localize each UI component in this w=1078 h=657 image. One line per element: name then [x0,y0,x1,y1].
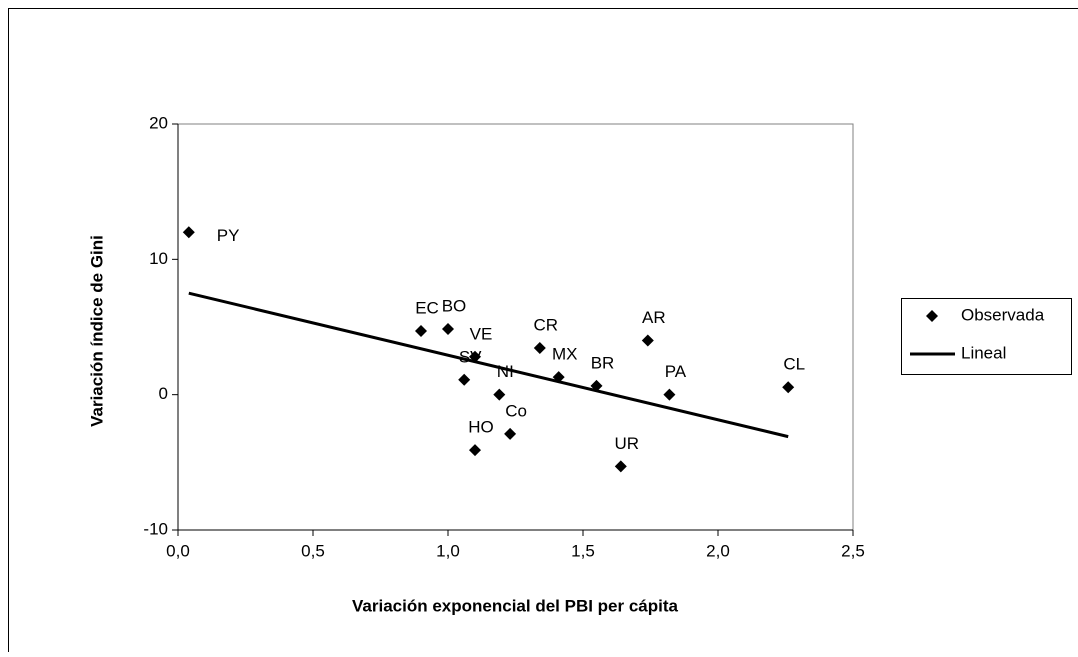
x-tick-label: 1,5 [571,541,595,560]
point-label: AR [642,308,666,327]
point [415,325,427,337]
y-tick-label: -10 [143,519,168,538]
trend-line [189,293,788,436]
legend-label: Observada [961,305,1045,324]
point [663,389,675,401]
point [458,374,470,386]
point [534,342,546,354]
point-label: EC [415,299,439,318]
point-label: CL [783,355,805,374]
point-label: PY [217,226,240,245]
point [183,226,195,238]
y-tick-label: 20 [149,113,168,132]
point [504,428,516,440]
point-label: VE [470,324,493,343]
plot-area [178,124,853,530]
x-tick-label: 0,0 [166,541,190,560]
legend-label: Lineal [961,343,1006,362]
point [615,460,627,472]
point-label: BO [442,297,467,316]
point [469,444,481,456]
x-tick-label: 1,0 [436,541,460,560]
y-tick-label: 0 [159,384,168,403]
x-axis-title: Variación exponencial del PBI per cápita [352,596,679,615]
point [442,323,454,335]
point [642,335,654,347]
point-label: HO [468,418,494,437]
x-tick-label: 2,5 [841,541,865,560]
point [782,381,794,393]
x-tick-label: 2,0 [706,541,730,560]
point-label: PA [665,362,687,381]
y-axis-title: Variación índice de Gini [87,235,106,427]
y-tick-label: 10 [149,249,168,268]
point [493,389,505,401]
x-tick-label: 0,5 [301,541,325,560]
point-label: MX [552,345,578,364]
point-label: BR [591,353,615,372]
point-label: CR [534,315,559,334]
point-label: Co [505,401,527,420]
point-label: UR [615,434,640,453]
